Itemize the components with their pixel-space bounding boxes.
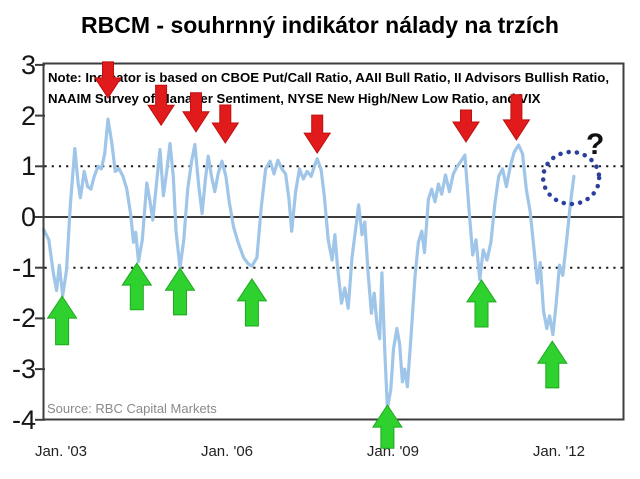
buy-signal-arrow bbox=[466, 278, 497, 328]
sell-signal-arrow bbox=[211, 104, 240, 144]
chart-note: Note: Indicator is based on CBOE Put/Cal… bbox=[48, 67, 620, 109]
y-tick-label: 3 bbox=[20, 49, 36, 80]
buy-signal-arrow bbox=[236, 277, 268, 327]
buy-signal-arrow bbox=[371, 404, 403, 449]
y-tick-label: -1 bbox=[11, 252, 36, 283]
chart-note-line-2: NAAIM Survey of Manager Sentiment, NYSE … bbox=[48, 91, 541, 106]
x-tick-label: Jan. '03 bbox=[34, 443, 88, 460]
sell-signal-arrow bbox=[452, 109, 480, 143]
sell-signal-arrow bbox=[303, 114, 332, 155]
x-tick-label: Jan. '06 bbox=[200, 443, 254, 460]
buy-signal-arrow bbox=[121, 262, 153, 311]
question-mark-annotation: ? bbox=[586, 128, 605, 161]
chart-note-line-1: Note: Indicator is based on CBOE Put/Cal… bbox=[48, 70, 610, 85]
y-tick-label: -4 bbox=[11, 404, 36, 435]
y-tick-label: 0 bbox=[20, 202, 36, 232]
y-tick-label: 1 bbox=[20, 151, 36, 182]
buy-signal-arrow bbox=[46, 295, 78, 346]
x-tick-label: Jan. '09 bbox=[366, 443, 419, 460]
page-title: RBCM - souhrnný indikátor nálady na trzí… bbox=[81, 12, 559, 38]
plot-border bbox=[42, 62, 625, 421]
buy-signal-arrow bbox=[536, 340, 568, 389]
sentiment-series-line bbox=[42, 117, 576, 411]
x-tick-label: Jan. '12 bbox=[532, 443, 585, 460]
y-tick-label: -2 bbox=[11, 303, 36, 334]
buy-signal-arrow bbox=[164, 267, 196, 316]
y-tick-label: -3 bbox=[11, 354, 36, 385]
y-tick-label: 2 bbox=[20, 100, 36, 131]
source-credit: Source: RBC Capital Markets bbox=[47, 401, 217, 416]
